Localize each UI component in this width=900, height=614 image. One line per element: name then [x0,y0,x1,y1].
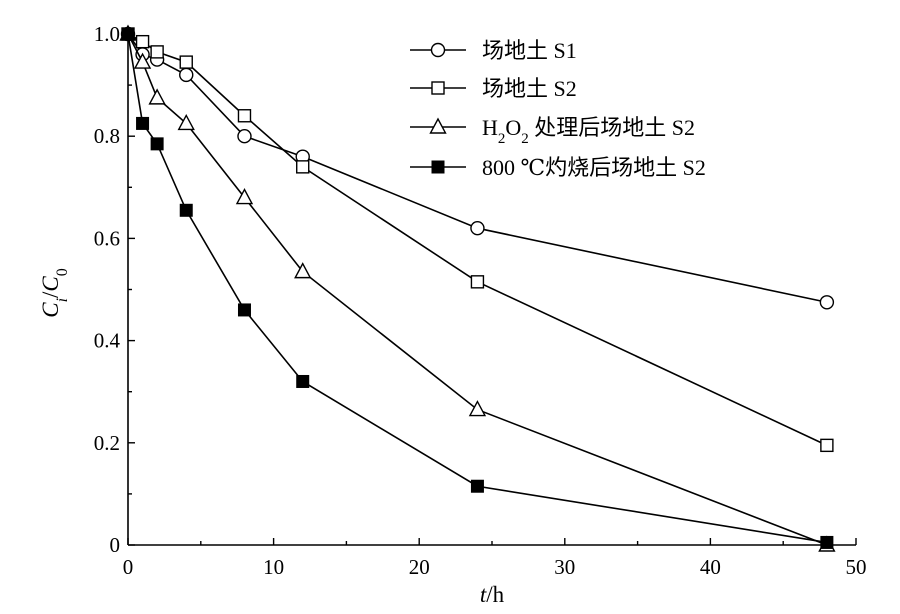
data-point [237,128,252,144]
series-line [127,33,828,447]
data-point [470,479,484,493]
data-point [296,160,310,174]
x-axis-title: t/h [480,582,505,607]
data-point [237,109,252,123]
series-1 [120,26,835,310]
axes: 0 10 20 30 40 50 0 0.2 0.4 0.6 0.8 1.0 [94,22,867,579]
data-point [296,374,310,388]
data-point [235,188,254,205]
data-point [150,45,164,59]
x-tick-label: 50 [846,555,867,579]
data-point [133,52,152,69]
legend-label: 800 ℃灼烧后场地土 S2 [482,155,706,180]
data-point [135,34,150,49]
y-tick-label: 0.6 [94,226,120,250]
y-tick-label: 0.8 [94,124,120,148]
legend-marker [430,42,446,58]
data-point [179,67,194,83]
data-point [470,220,485,236]
legend-label: H2O2 处理后场地土 S2 [482,115,695,147]
legend-marker [429,117,447,134]
x-tick-label: 40 [700,555,721,579]
data-point [819,295,835,310]
data-point [820,438,834,453]
legend: 场地土 S1 场地土 S2 H2O2 处理后场地土 S2 800 ℃灼烧后场地土 S2 [410,38,706,180]
y-axis-title: Ci/C0 [38,268,71,318]
data-point [136,116,150,130]
series-line [127,33,828,304]
legend-item: 场地土 S1 [410,38,577,63]
data-point [294,262,312,279]
legend-item: 场地土 S2 [410,76,577,101]
series-4 [121,27,834,549]
y-tick-label: 1.0 [94,22,120,46]
data-point [121,27,135,41]
y-tick-label: 0.2 [94,431,120,455]
legend-label: 场地土 S2 [482,76,577,101]
data-point [177,113,195,131]
data-point [820,535,834,549]
y-tick-label: 0.4 [94,329,121,353]
data-point [150,137,164,151]
y-tick-label: 0 [110,533,121,557]
x-tick-label: 30 [554,555,575,579]
series-layer [119,24,836,552]
series-2 [121,27,834,453]
legend-label: 场地土 S1 [482,38,577,63]
legend-item: H2O2 处理后场地土 S2 [410,115,695,147]
data-point [237,303,251,317]
data-point [179,203,193,217]
data-point [470,275,485,289]
data-point [179,55,193,69]
data-point [468,400,487,417]
legend-marker [431,160,445,174]
x-tick-label: 10 [263,555,284,579]
x-tick-label: 20 [409,555,430,579]
legend-item: 800 ℃灼烧后场地土 S2 [410,155,706,180]
legend-marker [431,81,445,95]
x-tick-label: 0 [123,555,134,579]
data-point [148,88,166,105]
